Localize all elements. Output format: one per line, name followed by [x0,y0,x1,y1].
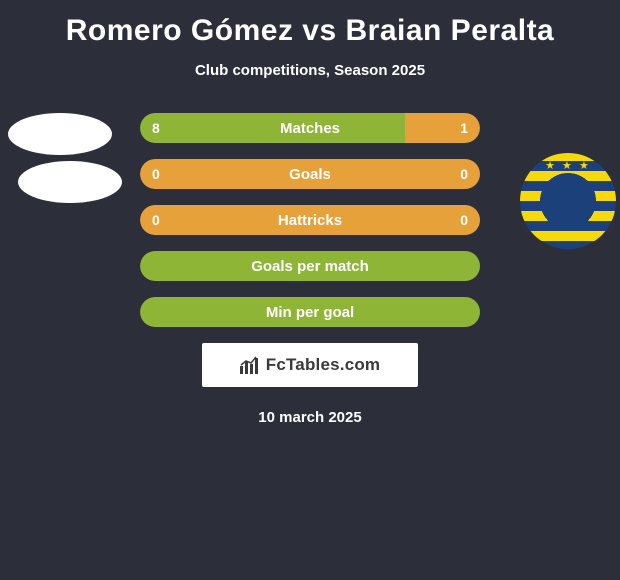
stat-value-right: 1 [448,113,480,143]
stat-row: Goals0 0 [140,159,480,189]
page-title: Romero Gómez vs Braian Peralta [0,0,620,48]
player1-avatar-placeholder [8,113,112,155]
stat-bars: Matches81Goals00Hattricks00Goals per mat… [140,113,480,327]
player2-team-badge: ★ ★ ★ [520,153,616,249]
player1-team-placeholder [18,161,122,203]
fctables-label: FcTables.com [266,355,381,375]
comparison-chart: ★ ★ ★ Matches81Goals00Hattricks00Goals p… [0,113,620,426]
fctables-watermark: FcTables.com [202,343,418,387]
stat-row: Hattricks0 0 [140,205,480,235]
stat-label: Goals per match [140,251,480,281]
stat-row: Goals per match [140,251,480,281]
stat-label: Goals [140,159,480,189]
snapshot-date: 10 march 2025 [0,409,620,426]
stat-value-left: 8 [140,113,172,143]
stat-label: Hattricks [140,205,480,235]
stat-label: Min per goal [140,297,480,327]
stat-row: Matches8 1 [140,113,480,143]
stat-value-left: 0 [140,159,172,189]
bar-chart-icon [240,356,260,374]
stat-row: Min per goal [140,297,480,327]
stat-value-right: 0 [448,159,480,189]
subtitle: Club competitions, Season 2025 [0,62,620,79]
stat-label: Matches [140,113,480,143]
stat-value-left: 0 [140,205,172,235]
stat-value-right: 0 [448,205,480,235]
badge-stars-icon: ★ ★ ★ [520,159,616,172]
